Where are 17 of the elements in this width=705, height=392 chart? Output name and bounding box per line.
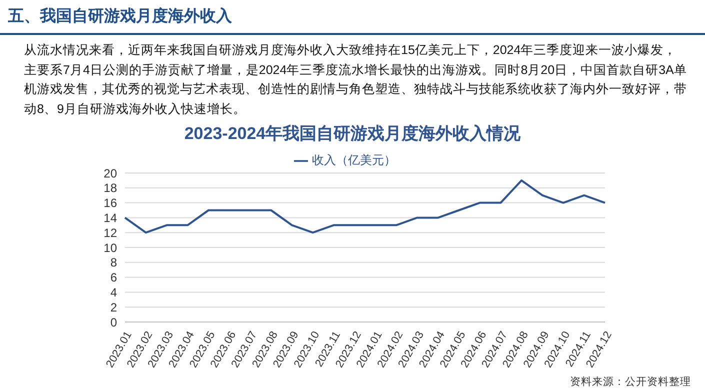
y-tick-label: 4 bbox=[110, 285, 118, 300]
y-tick-label: 6 bbox=[110, 270, 118, 285]
legend-label: 收入（亿美元） bbox=[312, 153, 396, 167]
text: 资料来源：公开资料整理 bbox=[570, 375, 691, 389]
line-series bbox=[124, 179, 606, 234]
text: 五、我国自研游戏月度海外收入 bbox=[8, 6, 232, 27]
y-tick-label: 2 bbox=[110, 300, 118, 314]
y-tick-label: 16 bbox=[104, 196, 118, 210]
text: 从流水情况来看，近两年来我国自研游戏月度海外收入大致维持在15亿美元上下，2024年三季度迎来一波小爆发，主要系7月4日公测的手游贡献了增量，是2024年三季度流水增长最快的出海游戏。同时8月20日，中国首款自研3A单机游戏发售，其优秀的视觉与艺术表现、创造性的剧情与角色塑造、独特战斗与技能系统收获了海内外一致好评，带动8、9月自研游戏海外收入快速增长。 bbox=[24, 42, 688, 118]
y-tick-label: 20 bbox=[104, 166, 118, 180]
y-tick-label: 18 bbox=[104, 181, 118, 196]
y-tick-label: 14 bbox=[104, 210, 118, 225]
y-tick-label: 10 bbox=[104, 240, 118, 255]
y-tick-label: 12 bbox=[104, 226, 118, 240]
y-tick-label: 0 bbox=[110, 315, 118, 330]
chart-title: 2023-2024年我国自研游戏月度海外收入情况 bbox=[183, 123, 522, 145]
y-tick-label: 8 bbox=[110, 256, 118, 270]
